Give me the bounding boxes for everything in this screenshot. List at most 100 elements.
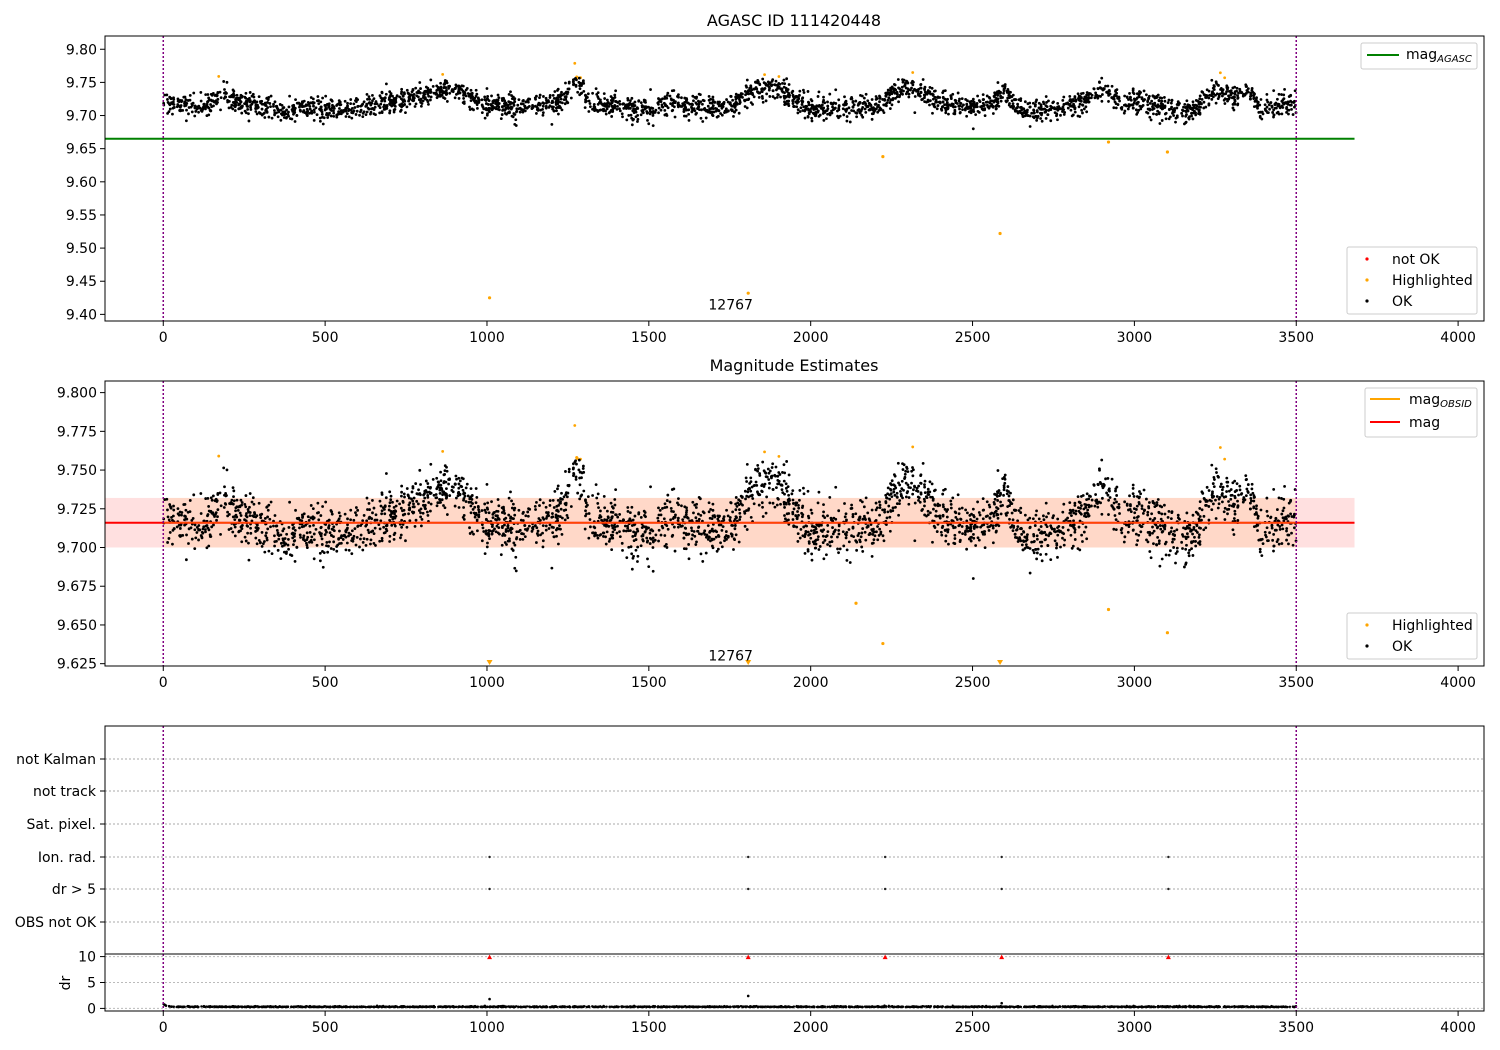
ok-point [615,107,619,111]
ok-point [507,92,511,96]
ok-point [1252,506,1256,510]
ok-point [287,110,290,114]
ok-point [303,111,307,114]
ok-point [1260,117,1264,121]
ok-point [1197,109,1201,113]
ok-point [1095,94,1099,98]
ok-point [700,108,703,112]
ok-point [699,513,703,517]
ok-point [1237,91,1240,95]
ok-point [1089,96,1093,100]
ok-point [1151,105,1154,109]
ok-point [591,531,595,535]
ok-point [1196,99,1200,103]
ok-point [559,97,563,101]
ok-point [672,510,675,514]
ok-point [503,108,507,112]
ok-point [577,76,581,80]
ok-point [743,90,747,93]
ok-point [907,496,911,499]
ok-point [958,104,962,108]
ok-point [1059,529,1062,533]
ok-point [857,531,861,535]
ok-point [1226,99,1229,103]
ok-point [248,492,252,495]
ok-point [1011,498,1015,502]
ok-point [358,113,361,117]
ok-point [544,106,548,110]
ok-point [460,84,464,88]
ok-point [231,530,235,534]
ok-point [1252,105,1256,108]
ok-point [417,488,420,492]
ok-point [193,106,197,110]
ok-point [579,92,583,95]
ok-point [362,110,366,114]
ok-point [481,526,485,530]
ok-point [657,111,660,115]
ok-point [754,86,758,89]
ok-point [896,78,900,81]
ok-point [319,100,323,104]
ok-point [224,92,228,95]
ok-point [208,108,212,112]
ok-point [1157,539,1161,543]
ok-point [557,112,560,116]
ok-point [693,95,697,99]
ok-point [200,107,204,111]
ok-point [639,101,643,105]
ok-point [371,93,374,97]
ok-point [935,514,939,518]
ok-point [1151,531,1154,535]
ok-point [685,97,688,100]
ok-point [172,106,176,109]
ok-point [744,93,747,97]
ok-point [1231,106,1235,110]
ok-point [395,94,399,98]
ok-point [541,113,545,117]
ok-point [1148,101,1152,105]
ok-point [402,492,406,496]
ok-point [1210,97,1214,101]
ok-point [567,467,571,471]
ok-point [756,79,760,82]
legend-ok: OK [1392,294,1413,310]
ok-point [668,94,672,98]
ok-point [569,96,573,100]
ok-point [429,502,433,506]
ok-point [926,487,930,491]
ok-point [480,509,484,512]
ok-point [318,559,322,563]
ok-point [1204,526,1208,530]
ok-point [431,84,435,88]
ok-point [985,500,989,504]
ok-point [364,113,368,117]
ok-point [761,460,765,464]
ok-point [378,94,382,98]
ok-point [1081,111,1084,115]
ok-point [841,530,845,534]
ok-point [199,512,203,515]
ok-point [1040,119,1044,123]
ok-point [999,99,1003,103]
ok-point [319,526,323,530]
ok-point [485,545,489,549]
ok-point [1063,538,1067,542]
ok-point [816,538,820,541]
ok-point [809,536,813,540]
ok-point [1225,490,1228,493]
ok-point [551,93,555,97]
ok-point [487,99,491,103]
ok-point [519,102,523,106]
ok-point [837,104,841,107]
ok-point [265,110,269,114]
ok-point [539,533,542,537]
ok-point [266,101,269,104]
ok-point [913,87,916,91]
ok-point [541,111,545,115]
ok-point [1166,101,1170,105]
ok-point [347,531,351,535]
ok-point [287,105,291,109]
ok-point [930,86,934,90]
ok-point [630,96,634,100]
